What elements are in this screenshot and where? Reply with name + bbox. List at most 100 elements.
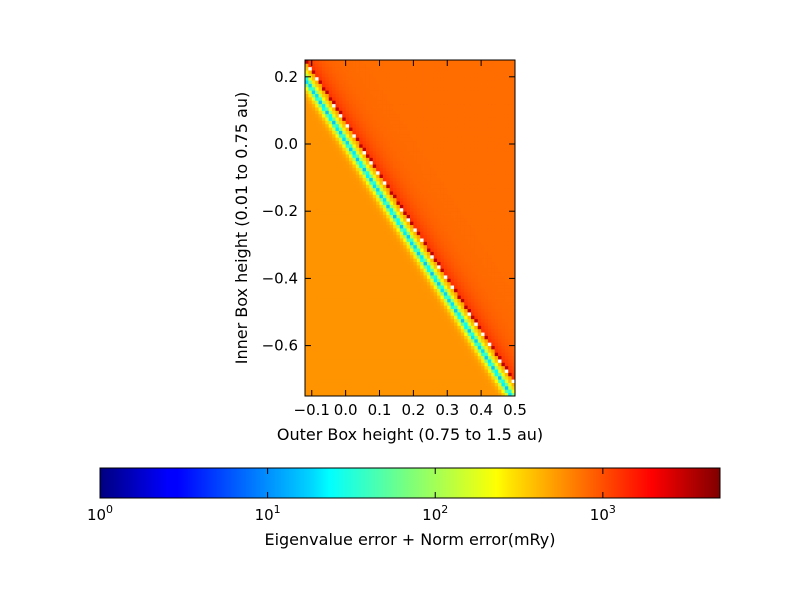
heatmap-cell: [474, 137, 479, 142]
heatmap-cell: [365, 281, 370, 286]
heatmap-cell: [321, 238, 326, 242]
heatmap-cell: [305, 261, 309, 266]
heatmap-cell: [511, 264, 515, 269]
heatmap-cell: [338, 332, 343, 336]
heatmap-cell: [355, 221, 360, 226]
heatmap-cell: [450, 130, 455, 135]
heatmap-cell: [386, 328, 391, 333]
heatmap-cell: [470, 204, 475, 209]
heatmap-cell: [393, 254, 397, 259]
heatmap-cell: [342, 335, 347, 340]
heatmap-cell: [481, 379, 485, 383]
heatmap-cell: [464, 332, 468, 336]
heatmap-cell: [379, 355, 384, 360]
heatmap-cell: [440, 291, 445, 296]
heatmap-cell: [433, 258, 438, 262]
heatmap-cell: [389, 291, 394, 296]
heatmap-cell: [487, 328, 492, 333]
heatmap-cell: [352, 231, 357, 236]
heatmap-cell: [365, 170, 370, 175]
heatmap-cell: [328, 315, 333, 320]
heatmap-cell: [467, 197, 472, 202]
heatmap-cell: [410, 281, 414, 286]
heatmap-cell: [396, 335, 401, 340]
heatmap-cell: [328, 248, 333, 252]
heatmap-cell: [369, 123, 374, 128]
heatmap-cell: [382, 271, 387, 276]
heatmap-cell: [494, 318, 499, 323]
heatmap-cell: [467, 385, 472, 390]
heatmap-cell: [308, 170, 313, 175]
heatmap-cell: [508, 285, 513, 289]
heatmap-cell: [443, 369, 448, 373]
heatmap-cell: [389, 261, 394, 266]
heatmap-cell: [369, 217, 374, 222]
heatmap-cell: [305, 254, 309, 259]
heatmap-cell: [464, 191, 468, 195]
heatmap-cell: [491, 382, 496, 387]
heatmap-cell: [403, 285, 408, 289]
heatmap-cell: [413, 130, 418, 135]
heatmap-cell: [494, 312, 499, 316]
heatmap-cell: [349, 359, 353, 363]
heatmap-cell: [460, 211, 465, 215]
heatmap-cell: [457, 295, 462, 299]
heatmap-cell: [494, 301, 499, 306]
heatmap-cell: [440, 301, 445, 306]
heatmap-cell: [403, 271, 408, 276]
heatmap-cell: [501, 174, 506, 178]
heatmap-cell: [376, 214, 380, 219]
heatmap-cell: [477, 365, 482, 370]
heatmap-cell: [508, 251, 513, 256]
heatmap-cell: [393, 365, 397, 370]
heatmap-cell: [365, 372, 370, 377]
heatmap-cell: [399, 248, 404, 252]
heatmap-cell: [457, 312, 462, 316]
heatmap-cell: [437, 238, 441, 242]
heatmap-cell: [477, 174, 482, 178]
heatmap-cell: [481, 177, 485, 182]
heatmap-cell: [477, 275, 482, 279]
heatmap-cell: [501, 144, 506, 148]
heatmap-cell: [464, 264, 468, 269]
heatmap-cell: [433, 345, 438, 350]
heatmap-cell: [315, 214, 319, 219]
heatmap-cell: [498, 335, 502, 340]
heatmap-cell: [393, 298, 397, 303]
heatmap-cell: [328, 305, 333, 310]
heatmap-cell: [511, 238, 515, 242]
heatmap-cell: [440, 355, 445, 360]
heatmap-cell: [315, 392, 319, 396]
heatmap-cell: [426, 157, 431, 162]
heatmap-cell: [362, 144, 367, 148]
heatmap-cell: [332, 251, 336, 256]
heatmap-cell: [504, 184, 509, 189]
heatmap-cell: [386, 308, 391, 313]
heatmap-cell: [484, 177, 489, 182]
heatmap-cell: [332, 167, 336, 172]
heatmap-cell: [315, 322, 319, 326]
heatmap-cell: [352, 288, 357, 293]
heatmap-cell: [376, 342, 380, 346]
heatmap-cell: [332, 285, 336, 289]
heatmap-cell: [470, 369, 475, 373]
heatmap-cell: [464, 160, 468, 165]
heatmap-cell: [338, 144, 343, 148]
heatmap-cell: [369, 184, 374, 189]
heatmap-cell: [342, 201, 347, 205]
heatmap-cell: [403, 261, 408, 266]
heatmap-cell: [318, 281, 323, 286]
heatmap-cell: [382, 248, 387, 252]
heatmap-cell: [410, 137, 414, 142]
heatmap-cell: [349, 234, 353, 239]
heatmap-cell: [504, 157, 509, 162]
heatmap-cell: [393, 214, 397, 219]
heatmap-cell: [423, 322, 428, 326]
heatmap-cell: [335, 130, 340, 135]
heatmap-cell: [349, 372, 353, 377]
heatmap-cell: [325, 127, 330, 131]
heatmap-cell: [355, 238, 360, 242]
heatmap-cell: [420, 275, 424, 279]
heatmap-cell: [406, 130, 411, 135]
heatmap-cell: [498, 137, 502, 142]
